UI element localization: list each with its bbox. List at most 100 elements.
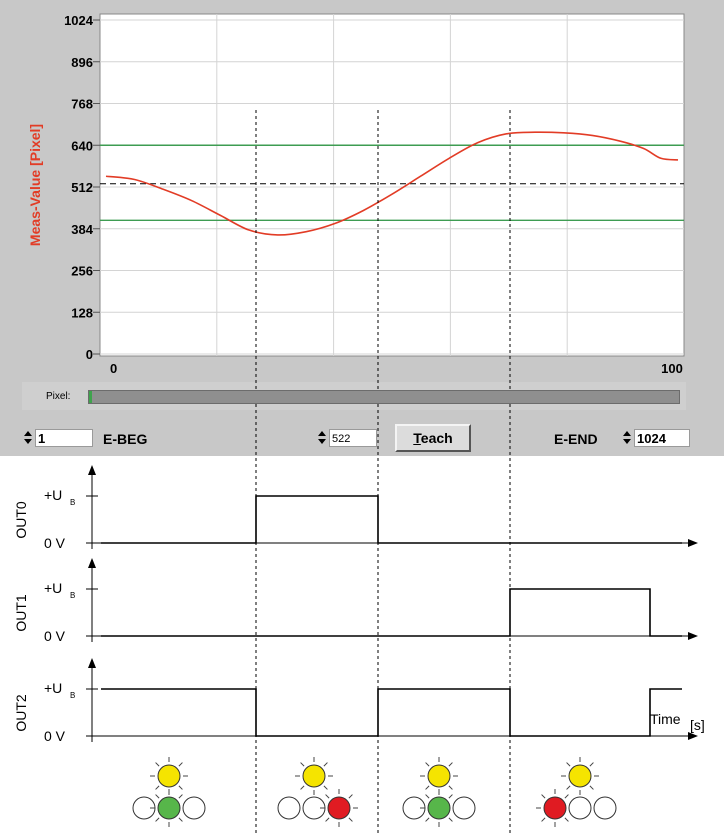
plus-ub-label: +U [44,487,62,503]
output-name-label: OUT1 [13,594,29,632]
led-off-icon [593,796,617,820]
led-indicators [132,757,617,827]
y-tick-label: 384 [71,222,93,237]
timing-axis-arrow-right [688,632,698,640]
led-ray [325,794,330,799]
led-ray [325,817,330,822]
grid [100,14,684,356]
led-ray [425,794,430,799]
y-tick-label: 640 [71,138,93,153]
led-circle [157,764,181,788]
led-circle [593,796,617,820]
eend-input[interactable]: 1024 [634,429,690,447]
zero-volt-label: 0 V [44,728,66,744]
y-axis: 1024 896 768 640 512 384 256 128 0 [64,13,100,362]
x-tick-label: 100 [661,361,683,376]
led-lit-icon [420,789,458,827]
led-ray [425,817,430,822]
led-circle [427,796,451,820]
teach-button[interactable]: Teach [395,424,471,452]
led-circle [568,796,592,820]
led-ray [300,785,305,790]
plus-ub-label: +U [44,580,62,596]
led-ray [425,762,430,767]
led-lit-icon [320,789,358,827]
led-circle [302,764,326,788]
y-tick-label: 0 [86,347,93,362]
zero-volt-label: 0 V [44,535,66,551]
led-ray [300,762,305,767]
output-waveform [101,688,682,737]
led-ray [178,762,183,767]
led-circle [568,764,592,788]
led-ray [566,762,571,767]
y-tick-label: 128 [71,305,93,320]
plus-ub-subscript: B [70,498,75,507]
led-circle [543,796,567,820]
led-circle [327,796,351,820]
time-axis-label: Time [650,711,681,727]
led-ray [448,762,453,767]
measurement-curve [105,131,679,236]
led-ray [425,785,430,790]
led-lit-icon [150,789,188,827]
plus-ub-subscript: B [70,591,75,600]
teach-label-mnemonic: T [413,430,421,446]
y-tick-label: 256 [71,264,93,279]
led-ray [564,817,569,822]
led-ray [348,794,353,799]
plus-ub-label: +U [44,680,62,696]
x-axis: 0 100 [110,361,683,376]
led-lit-icon [295,757,333,795]
y-tick-label: 512 [71,180,93,195]
y-tick-label: 768 [71,97,93,112]
led-off-icon [277,796,301,820]
led-cluster [132,757,206,827]
pixel-label: Pixel: [46,391,71,402]
y-tick-label: 1024 [64,13,94,28]
led-off-icon [182,796,206,820]
led-ray [566,785,571,790]
output-name-label: OUT0 [13,501,29,539]
led-ray [589,762,594,767]
eend-spinner-icon[interactable] [623,429,632,446]
led-circle [427,764,451,788]
y-axis-title: Meas-Value [Pixel] [27,124,43,246]
ebeg-spinner-icon[interactable] [24,429,33,446]
led-ray [178,817,183,822]
plot-area [99,13,685,357]
event-markers [255,110,511,834]
led-ray [323,762,328,767]
led-ray [155,785,160,790]
mid-spinner-icon[interactable] [318,429,327,446]
led-ray [541,794,546,799]
timing-diagram: OUT0 +U B 0 V OUT1 +U B 0 V OUT2 +U B 0 V Time [s] [13,465,705,744]
x-tick-label: 0 [110,361,117,376]
led-circle [157,796,181,820]
led-cluster [277,757,358,827]
timing-axis-arrow-right [688,732,698,740]
led-ray [589,785,594,790]
eend-label: E-END [554,431,598,447]
timing-axis-arrow-right [688,539,698,547]
led-ray [178,785,183,790]
led-ray [448,794,453,799]
timing-axis-arrow-up [88,465,96,475]
led-ray [155,817,160,822]
led-lit-icon [561,757,599,795]
led-circle [182,796,206,820]
led-ray [155,762,160,767]
led-cluster [536,757,617,827]
ebeg-input[interactable]: 1 [35,429,93,447]
led-off-icon [568,796,592,820]
teach-value-input[interactable]: 522 [329,429,377,447]
pixel-progress-fill [89,391,92,403]
ebeg-label: E-BEG [103,431,148,447]
led-ray [323,785,328,790]
led-circle [277,796,301,820]
measurement-series-line [105,131,679,236]
y-tick-label: 896 [71,55,93,70]
output-waveform [101,588,682,637]
timing-axis-arrow-up [88,558,96,568]
